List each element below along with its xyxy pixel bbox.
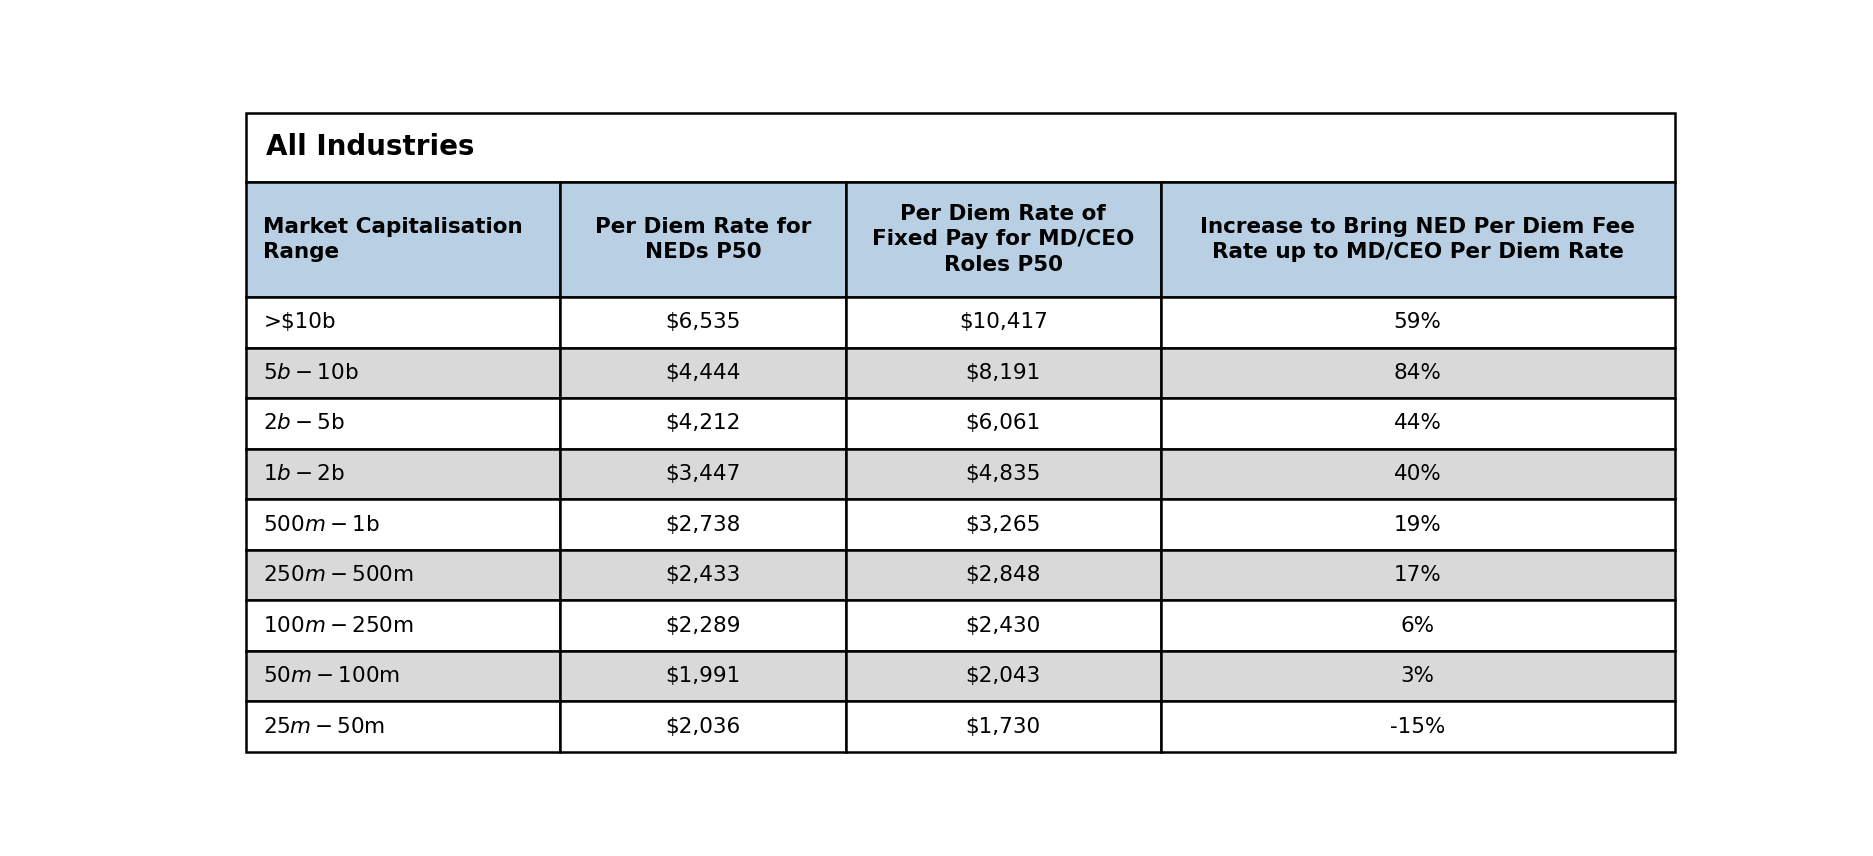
Text: 40%: 40%: [1394, 464, 1440, 484]
Text: $1,730: $1,730: [965, 716, 1040, 737]
Text: 44%: 44%: [1394, 413, 1440, 433]
Text: 19%: 19%: [1394, 514, 1440, 534]
Text: Per Diem Rate of
Fixed Pay for MD/CEO
Roles P50: Per Diem Rate of Fixed Pay for MD/CEO Ro…: [871, 204, 1133, 275]
Bar: [1159, 550, 1674, 600]
Text: $2,738: $2,738: [665, 514, 740, 534]
Bar: [845, 297, 1159, 348]
Text: $5b - $10b: $5b - $10b: [262, 363, 360, 383]
Bar: [1159, 297, 1674, 348]
Bar: [845, 499, 1159, 550]
Bar: [245, 348, 560, 398]
Bar: [245, 499, 560, 550]
Text: $2,430: $2,430: [965, 615, 1040, 636]
Bar: [1159, 181, 1674, 297]
Bar: [245, 113, 1674, 181]
Bar: [1159, 449, 1674, 499]
Bar: [845, 550, 1159, 600]
Bar: [245, 600, 560, 651]
Bar: [560, 348, 845, 398]
Text: $25m - $50m: $25m - $50m: [262, 716, 386, 737]
Bar: [560, 297, 845, 348]
Text: All Industries: All Industries: [266, 134, 474, 161]
Text: $2,036: $2,036: [665, 716, 740, 737]
Text: $2,043: $2,043: [965, 666, 1040, 687]
Text: $8,191: $8,191: [965, 363, 1040, 383]
Bar: [845, 600, 1159, 651]
Text: 59%: 59%: [1394, 312, 1440, 332]
Bar: [845, 348, 1159, 398]
Bar: [560, 181, 845, 297]
Text: $3,265: $3,265: [965, 514, 1040, 534]
Bar: [245, 398, 560, 449]
Text: $4,444: $4,444: [665, 363, 740, 383]
Text: $250m - $500m: $250m - $500m: [262, 565, 414, 586]
Text: $1b - $2b: $1b - $2b: [262, 464, 345, 484]
Bar: [845, 181, 1159, 297]
Bar: [560, 398, 845, 449]
Text: $3,447: $3,447: [665, 464, 740, 484]
Bar: [245, 701, 560, 752]
Bar: [1159, 651, 1674, 701]
Text: 3%: 3%: [1399, 666, 1435, 687]
Bar: [845, 449, 1159, 499]
Bar: [245, 651, 560, 701]
Text: $4,212: $4,212: [665, 413, 740, 433]
Text: $2,848: $2,848: [965, 565, 1041, 586]
Text: $50m - $100m: $50m - $100m: [262, 666, 401, 687]
Text: 84%: 84%: [1394, 363, 1440, 383]
Text: Market Capitalisation
Range: Market Capitalisation Range: [262, 217, 523, 262]
Text: $4,835: $4,835: [965, 464, 1040, 484]
Bar: [1159, 398, 1674, 449]
Text: 17%: 17%: [1394, 565, 1440, 586]
Bar: [560, 701, 845, 752]
Text: $2,289: $2,289: [665, 615, 740, 636]
Bar: [560, 600, 845, 651]
Text: $6,061: $6,061: [965, 413, 1040, 433]
Text: $500m - $1b: $500m - $1b: [262, 514, 380, 534]
Bar: [245, 550, 560, 600]
Bar: [1159, 600, 1674, 651]
Text: >$10b: >$10b: [262, 312, 335, 332]
Text: $2,433: $2,433: [665, 565, 740, 586]
Bar: [560, 499, 845, 550]
Text: $100m - $250m: $100m - $250m: [262, 615, 414, 636]
Bar: [245, 449, 560, 499]
Bar: [1159, 499, 1674, 550]
Bar: [845, 398, 1159, 449]
Text: $2b - $5b: $2b - $5b: [262, 413, 345, 433]
Bar: [245, 181, 560, 297]
Bar: [560, 449, 845, 499]
Text: $6,535: $6,535: [665, 312, 740, 332]
Bar: [845, 701, 1159, 752]
Text: $1,991: $1,991: [665, 666, 740, 687]
Text: 6%: 6%: [1399, 615, 1435, 636]
Text: Increase to Bring NED Per Diem Fee
Rate up to MD/CEO Per Diem Rate: Increase to Bring NED Per Diem Fee Rate …: [1199, 217, 1635, 262]
Bar: [1159, 348, 1674, 398]
Text: -15%: -15%: [1390, 716, 1444, 737]
Bar: [560, 651, 845, 701]
Text: Per Diem Rate for
NEDs P50: Per Diem Rate for NEDs P50: [596, 217, 811, 262]
Bar: [560, 550, 845, 600]
Bar: [245, 297, 560, 348]
Bar: [1159, 701, 1674, 752]
Text: $10,417: $10,417: [959, 312, 1047, 332]
Bar: [845, 651, 1159, 701]
